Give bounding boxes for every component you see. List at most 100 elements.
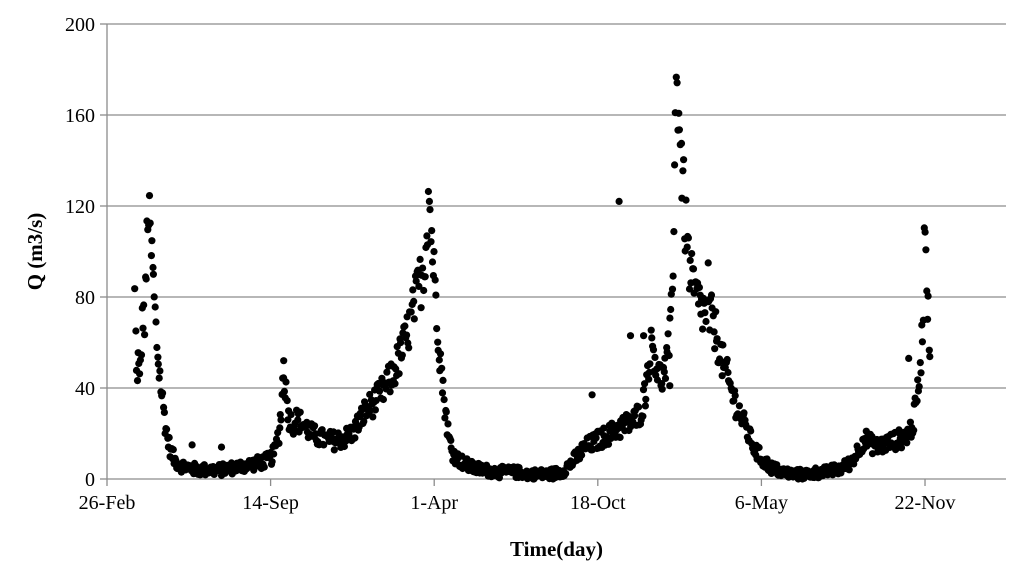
data-point xyxy=(704,259,712,267)
data-point xyxy=(562,469,570,478)
data-point xyxy=(416,255,424,263)
x-tick-label: 6-May xyxy=(735,492,788,514)
data-point xyxy=(401,322,409,330)
data-point xyxy=(845,466,853,474)
data-point xyxy=(695,283,704,291)
data-point xyxy=(156,367,164,375)
data-point xyxy=(405,344,413,352)
data-point xyxy=(147,252,155,260)
data-point xyxy=(425,197,433,205)
data-point xyxy=(432,291,440,299)
data-point xyxy=(136,370,144,378)
y-tick-label: 200 xyxy=(65,14,95,36)
data-point xyxy=(588,391,596,399)
data-point xyxy=(699,325,707,333)
data-point xyxy=(439,376,447,384)
data-point xyxy=(917,369,925,377)
data-point xyxy=(647,326,655,334)
data-point xyxy=(417,304,425,312)
y-tick-label: 120 xyxy=(65,196,95,218)
data-point xyxy=(685,285,694,293)
data-point xyxy=(320,441,328,449)
data-point xyxy=(444,420,452,428)
x-tick-label: 18-Oct xyxy=(570,492,626,514)
data-point xyxy=(217,443,226,451)
data-point xyxy=(897,444,906,452)
y-tick-label: 0 xyxy=(85,469,95,491)
data-point xyxy=(667,305,675,314)
y-tick-label: 80 xyxy=(75,287,95,309)
data-point xyxy=(433,325,441,333)
data-point xyxy=(428,227,436,235)
data-point xyxy=(426,206,434,214)
data-point xyxy=(330,446,338,454)
data-point xyxy=(296,408,304,416)
data-point xyxy=(415,282,423,290)
data-point xyxy=(669,272,677,280)
data-point xyxy=(915,383,923,391)
data-point xyxy=(903,439,911,447)
data-point xyxy=(918,338,927,346)
data-point xyxy=(436,350,445,358)
data-point xyxy=(755,443,763,452)
data-point xyxy=(294,416,302,424)
data-point xyxy=(386,388,394,396)
data-point xyxy=(407,308,415,316)
data-point xyxy=(668,285,677,293)
data-point xyxy=(133,377,142,385)
data-point xyxy=(153,343,161,352)
data-point xyxy=(922,246,930,254)
x-tick-label: 1-Apr xyxy=(410,492,458,514)
data-point xyxy=(132,327,140,335)
data-point xyxy=(640,332,648,340)
y-tick-labels: 0 40 80 120 160 200 xyxy=(65,14,95,491)
data-point xyxy=(660,368,668,376)
data-point xyxy=(154,353,162,361)
data-point xyxy=(163,425,171,433)
data-point xyxy=(391,380,399,388)
axes xyxy=(100,23,1006,486)
data-point xyxy=(268,458,276,466)
data-point xyxy=(673,79,681,87)
data-point xyxy=(702,317,710,326)
data-point xyxy=(712,308,720,316)
data-point xyxy=(431,276,439,284)
data-point xyxy=(366,406,374,414)
data-point xyxy=(434,338,442,346)
y-gridlines xyxy=(107,23,1006,389)
data-point xyxy=(719,341,727,349)
data-point xyxy=(282,378,290,386)
data-point xyxy=(677,139,686,147)
data-point xyxy=(137,351,146,359)
data-point xyxy=(679,167,687,175)
data-point xyxy=(148,237,156,245)
data-point xyxy=(924,315,932,323)
data-point xyxy=(740,409,748,417)
data-point xyxy=(646,360,654,368)
data-point xyxy=(428,258,437,266)
data-point xyxy=(916,359,924,367)
data-point xyxy=(670,228,678,236)
data-point xyxy=(366,390,374,399)
data-point xyxy=(139,324,147,332)
data-point xyxy=(131,285,139,293)
data-point xyxy=(921,228,929,236)
data-point xyxy=(666,314,674,322)
data-point xyxy=(913,397,921,405)
data-point xyxy=(718,372,726,380)
data-point xyxy=(441,414,449,422)
data-point xyxy=(672,73,680,81)
data-point xyxy=(649,346,658,354)
data-point xyxy=(592,434,600,442)
data-point xyxy=(379,395,387,404)
data-point xyxy=(723,355,731,364)
data-point xyxy=(141,331,149,339)
data-point xyxy=(260,463,268,471)
data-point xyxy=(351,434,359,442)
data-point xyxy=(442,408,450,416)
data-point xyxy=(648,334,656,342)
data-point xyxy=(910,426,918,434)
x-tick-labels: 26-Feb 14-Sep 1-Apr 18-Oct 6-May 22-Nov xyxy=(79,492,956,514)
data-point xyxy=(419,264,427,272)
data-point xyxy=(280,387,288,395)
